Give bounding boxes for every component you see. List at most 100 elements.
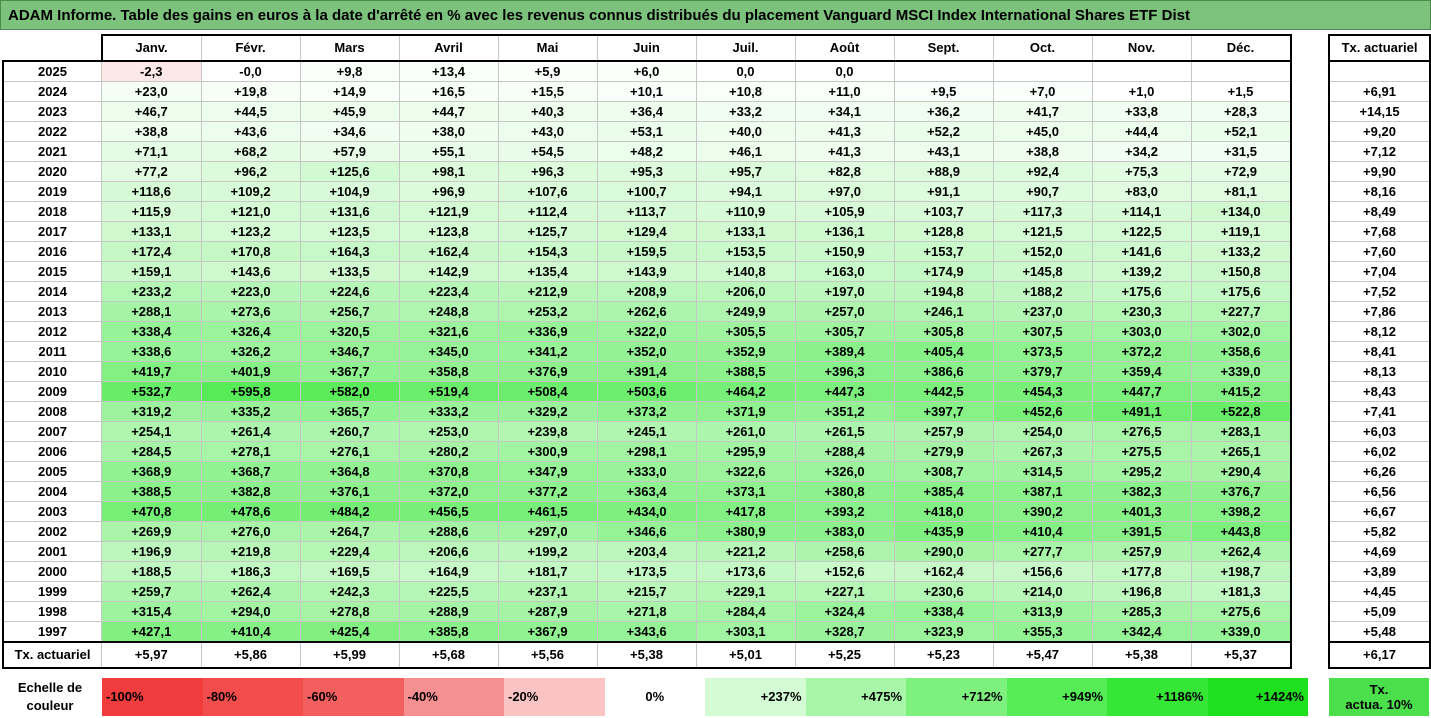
gain-cell: +367,9 (498, 621, 598, 643)
gain-cell: +288,4 (795, 441, 895, 462)
color-scale-step: 0% (604, 678, 705, 716)
gain-cell: +278,8 (300, 601, 400, 622)
gain-cell: +82,8 (795, 161, 895, 182)
month-header: Janv. (101, 34, 202, 62)
color-scale-step: +949% (1006, 678, 1107, 716)
gain-cell: +456,5 (399, 501, 499, 522)
footer-label: Tx. actuariel (2, 641, 102, 669)
gain-cell: +119,1 (1191, 221, 1292, 242)
gain-cell: +181,3 (1191, 581, 1292, 602)
tx-row: +6,56 (1328, 481, 1431, 502)
gain-cell: +105,9 (795, 201, 895, 222)
year-label: 2006 (2, 441, 102, 462)
color-scale-step: +1424% (1207, 678, 1308, 716)
gain-cell: +519,4 (399, 381, 499, 402)
gain-cell: +96,3 (498, 161, 598, 182)
footer-rate-cell: +5,97 (101, 641, 202, 669)
gain-cell: +290,0 (894, 541, 994, 562)
gain-cell: +315,4 (101, 601, 202, 622)
tx-row: +5,09 (1328, 601, 1431, 622)
tx-row: +7,04 (1328, 261, 1431, 282)
gain-cell: +123,8 (399, 221, 499, 242)
gain-cell: +355,3 (993, 621, 1093, 643)
year-label: 2009 (2, 381, 102, 402)
gain-cell: +452,6 (993, 401, 1093, 422)
gain-cell: +285,3 (1092, 601, 1192, 622)
gain-cell: +276,5 (1092, 421, 1192, 442)
gain-cell: +339,0 (1191, 621, 1292, 643)
gain-cell: +16,5 (399, 81, 499, 102)
tx-cell: +6,03 (1328, 421, 1431, 442)
tx-row: +8,43 (1328, 381, 1431, 402)
gain-cell: +305,5 (696, 321, 796, 342)
gain-cell: +288,9 (399, 601, 499, 622)
gain-cell: +164,9 (399, 561, 499, 582)
gains-table: Janv. Févr. Mars Avril Mai Juin Juil. Août Sept.… (2, 34, 1292, 669)
gain-cell: +328,7 (795, 621, 895, 643)
gain-cell (993, 61, 1093, 82)
gain-cell: +129,4 (597, 221, 697, 242)
gain-cell: +382,3 (1092, 481, 1192, 502)
gain-cell: +172,4 (101, 241, 202, 262)
gain-cell: +258,6 (795, 541, 895, 562)
year-row: 2005 +368,9 +368,7 +364,8 +370,8 +347,9 +333,0… (2, 461, 1292, 482)
gain-cell: +442,5 (894, 381, 994, 402)
year-label: 2004 (2, 481, 102, 502)
gain-cell: +419,7 (101, 361, 202, 382)
gain-cell: +288,1 (101, 301, 202, 322)
gain-cell: +224,6 (300, 281, 400, 302)
gain-cell: +91,1 (894, 181, 994, 202)
gain-cell: +121,9 (399, 201, 499, 222)
gain-cell: +297,0 (498, 521, 598, 542)
gain-cell: +233,2 (101, 281, 202, 302)
gain-cell: +347,9 (498, 461, 598, 482)
year-row: 2015 +159,1 +143,6 +133,5 +142,9 +135,4 +143,9… (2, 261, 1292, 282)
gain-cell: +117,3 (993, 201, 1093, 222)
gain-cell: +103,7 (894, 201, 994, 222)
color-scale-label-line1: Echelle de (17, 680, 83, 695)
gain-cell: +41,7 (993, 101, 1093, 122)
tx-cell: +7,68 (1328, 221, 1431, 242)
gain-cell: +134,0 (1191, 201, 1292, 222)
gain-cell: +253,0 (399, 421, 499, 442)
tx-row: +14,15 (1328, 101, 1431, 122)
gain-cell: +352,9 (696, 341, 796, 362)
gain-cell: +265,1 (1191, 441, 1292, 462)
gain-cell: +123,2 (201, 221, 301, 242)
tx-row: +6,91 (1328, 81, 1431, 102)
gain-cell: +275,5 (1092, 441, 1192, 462)
footer-rate-cell: +5,38 (1092, 641, 1192, 669)
year-row: 2006 +284,5 +278,1 +276,1 +280,2 +300,9 +298,1… (2, 441, 1292, 462)
gain-cell: +41,3 (795, 141, 895, 162)
year-row: 2020 +77,2 +96,2 +125,6 +98,1 +96,3 +95,3 +95,7… (2, 161, 1292, 182)
gain-cell: +425,4 (300, 621, 400, 643)
year-label: 2024 (2, 81, 102, 102)
month-header: Déc. (1191, 34, 1292, 62)
year-label: 2008 (2, 401, 102, 422)
gain-cell: +206,0 (696, 281, 796, 302)
gain-cell: +133,5 (300, 261, 400, 282)
gain-cell: +373,2 (597, 401, 697, 422)
gain-cell: +230,6 (894, 581, 994, 602)
gain-cell: +143,9 (597, 261, 697, 282)
tx-row (1328, 61, 1431, 82)
gain-cell: +385,4 (894, 481, 994, 502)
gain-cell: +199,2 (498, 541, 598, 562)
gain-cell: +237,0 (993, 301, 1093, 322)
gain-cell: +284,5 (101, 441, 202, 462)
year-label: 2020 (2, 161, 102, 182)
gain-cell: +322,6 (696, 461, 796, 482)
gain-cell: +237,1 (498, 581, 598, 602)
gain-cell: +162,4 (399, 241, 499, 262)
gain-cell: +5,9 (498, 61, 598, 82)
gain-cell: +298,1 (597, 441, 697, 462)
year-row: 2008 +319,2 +335,2 +365,7 +333,2 +329,2 +373,2… (2, 401, 1292, 422)
gain-cell: +396,3 (795, 361, 895, 382)
color-scale-tx-line2: actua. 10% (1345, 697, 1413, 712)
gain-cell: +9,8 (300, 61, 400, 82)
tx-row: +5,48 (1328, 621, 1431, 643)
year-row: 2009 +532,7 +595,8 +582,0 +519,4 +508,4 +503,6… (2, 381, 1292, 402)
tx-header-row: Tx. actuariel (1328, 34, 1431, 62)
gain-cell: +174,9 (894, 261, 994, 282)
gain-cell: +290,4 (1191, 461, 1292, 482)
